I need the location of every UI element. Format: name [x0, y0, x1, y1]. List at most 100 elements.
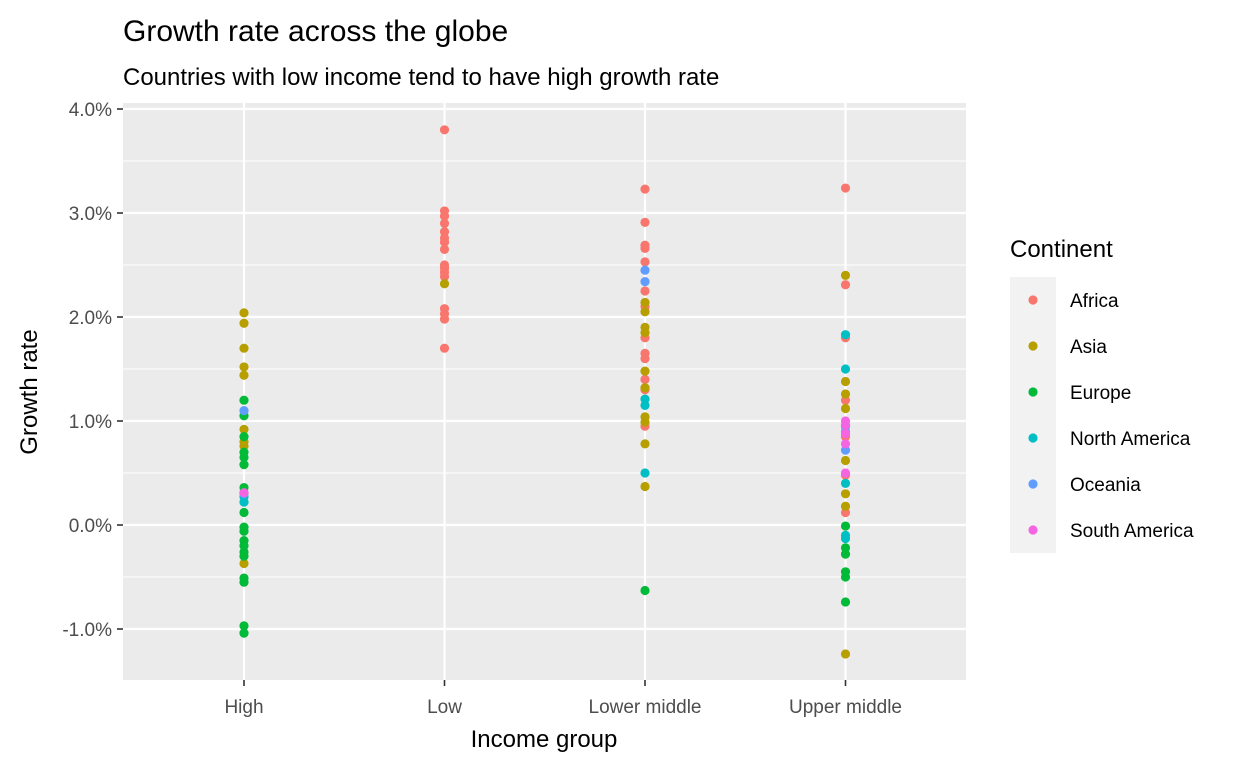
data-point	[239, 526, 249, 536]
y-tick-label: 2.0%	[69, 308, 112, 329]
x-axis-title: Income group	[471, 726, 618, 753]
data-point	[840, 489, 851, 499]
data-point	[640, 468, 650, 478]
data-point	[840, 533, 851, 544]
data-point	[439, 314, 450, 324]
data-point	[239, 362, 249, 372]
data-point	[840, 455, 851, 466]
minor-gridlines	[123, 160, 966, 578]
data-point	[840, 501, 851, 511]
data-point	[640, 257, 650, 267]
y-tick-label: 0.0%	[69, 516, 112, 537]
data-point	[840, 280, 851, 290]
data-point	[640, 417, 650, 427]
data-point	[640, 481, 650, 492]
data-point	[840, 420, 851, 430]
data-point	[840, 439, 851, 449]
data-point	[840, 649, 851, 659]
data-point	[640, 328, 650, 338]
data-point	[640, 265, 650, 275]
data-point	[640, 286, 650, 296]
x-tick-label: Low	[427, 697, 462, 718]
legend-key	[1028, 433, 1038, 443]
data-point	[840, 478, 851, 488]
legend-key	[1028, 479, 1038, 489]
legend-key	[1028, 341, 1038, 351]
x-tick-label: Upper middle	[789, 697, 902, 718]
data-point	[239, 432, 249, 442]
x-tick-label: Lower middle	[589, 697, 702, 718]
data-point	[239, 424, 249, 434]
legend-label: Oceania	[1070, 475, 1141, 496]
data-point	[640, 383, 650, 393]
legend-key	[1028, 295, 1038, 305]
data-point	[239, 460, 249, 470]
legend-key	[1028, 525, 1038, 535]
legend-title: Continent	[1010, 236, 1113, 263]
data-point	[239, 621, 249, 631]
data-point	[640, 439, 650, 449]
y-tick-label: 1.0%	[69, 412, 112, 433]
data-point	[840, 364, 851, 374]
data-point	[640, 585, 650, 596]
data-point	[640, 297, 650, 308]
legend-label: Europe	[1070, 383, 1131, 404]
x-tick-label: High	[224, 697, 263, 718]
data-point	[439, 279, 450, 289]
data-point	[840, 389, 851, 399]
data-point	[640, 243, 650, 253]
data-point	[239, 406, 249, 416]
legend-key	[1028, 387, 1038, 397]
data-point	[840, 521, 851, 531]
data-point	[640, 354, 650, 364]
legend-label: North America	[1070, 429, 1191, 450]
data-point	[239, 558, 249, 569]
data-point	[640, 307, 650, 317]
data-point	[840, 330, 851, 340]
legend-label: South America	[1070, 521, 1194, 542]
legend: Continent Africa Asia Europe North America O…	[1010, 236, 1194, 553]
data-point	[239, 343, 249, 353]
data-point	[840, 468, 851, 478]
y-axis-title: Growth rate	[16, 329, 43, 454]
data-point	[439, 343, 450, 353]
data-point	[439, 211, 450, 221]
data-point	[640, 400, 650, 410]
y-tick-label: -1.0%	[62, 620, 112, 641]
data-point	[239, 551, 249, 561]
data-point	[439, 237, 450, 247]
data-point	[239, 452, 249, 462]
data-point	[239, 308, 249, 318]
legend-label: Asia	[1070, 337, 1107, 358]
chart-subtitle: Countries with low income tend to have h…	[123, 64, 719, 91]
legend-label: Africa	[1070, 291, 1119, 312]
data-point	[239, 577, 249, 587]
data-point	[840, 597, 851, 607]
data-point	[640, 277, 650, 287]
data-point	[439, 244, 450, 254]
chart-title: Growth rate across the globe	[123, 15, 508, 48]
data-point	[840, 270, 851, 280]
data-point	[840, 183, 851, 193]
y-tick-label: 4.0%	[69, 100, 112, 121]
data-point	[239, 497, 249, 507]
data-points	[239, 125, 851, 659]
data-point	[439, 125, 450, 135]
data-point	[239, 395, 249, 405]
legend-key-background	[1010, 277, 1056, 553]
data-point	[640, 217, 650, 227]
data-point	[239, 488, 249, 498]
data-point	[239, 370, 249, 380]
data-point	[640, 366, 650, 376]
plot-panel	[123, 103, 966, 680]
data-point	[840, 376, 851, 387]
data-point	[840, 572, 851, 582]
data-point	[640, 374, 650, 384]
data-point	[840, 403, 851, 414]
data-point	[840, 428, 851, 439]
data-point	[239, 507, 249, 518]
y-tick-label: 3.0%	[69, 204, 112, 225]
data-point	[239, 318, 249, 328]
x-axis: High Low Lower middle Upper middle	[224, 680, 902, 718]
